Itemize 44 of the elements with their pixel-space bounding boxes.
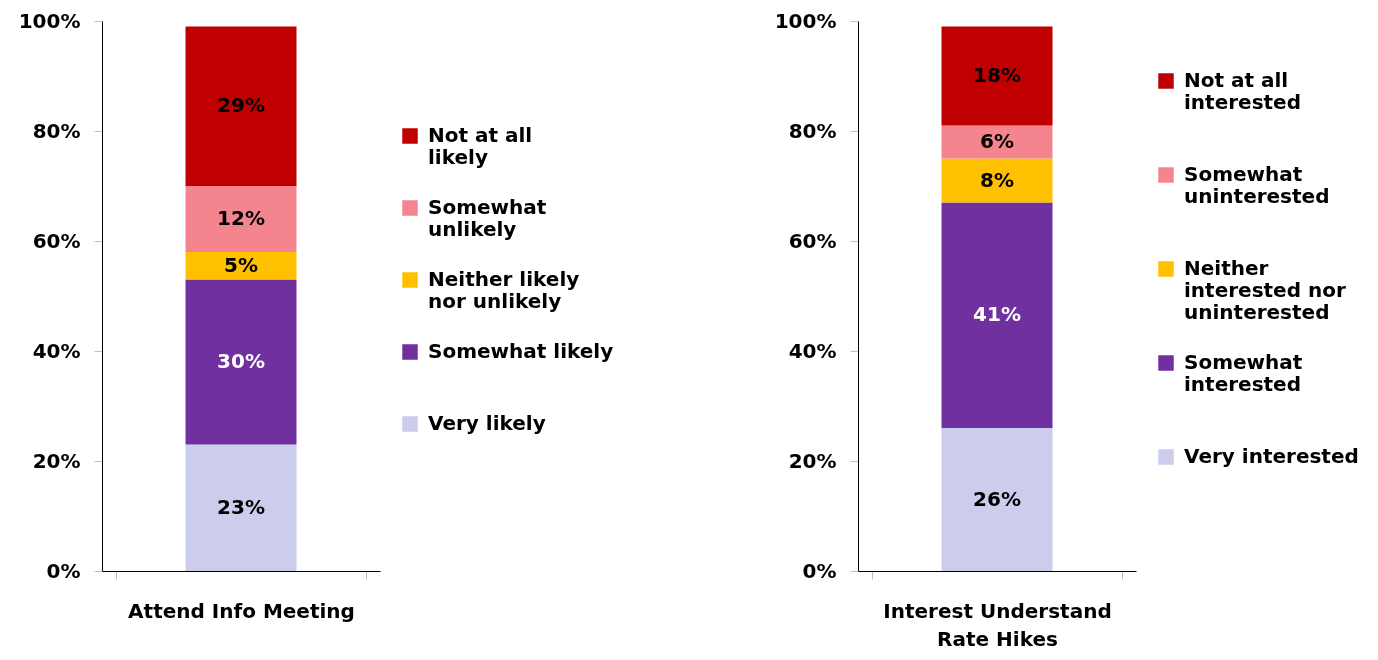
- bar: [941, 428, 1053, 571]
- legend-label: Not at all likely: [428, 123, 533, 169]
- legend-label: Neither interested nor uninterested: [1184, 256, 1346, 324]
- y-tick-label: 80%: [32, 118, 81, 143]
- bar: [185, 252, 297, 280]
- bar: [941, 26, 1053, 126]
- bar: [185, 444, 297, 571]
- y-tick-label: 20%: [788, 448, 837, 473]
- data-label: 29%: [217, 93, 265, 118]
- legend-label: Very likely: [428, 411, 546, 435]
- x-tick-label: Attend Info Meeting: [128, 598, 355, 623]
- legend-label: Somewhat likely: [428, 339, 614, 363]
- y-tick-label: 80%: [788, 118, 837, 143]
- bar: [185, 279, 297, 445]
- data-label: 41%: [973, 302, 1021, 327]
- legend-label: Very interested: [1184, 444, 1359, 468]
- bar: [941, 202, 1053, 428]
- y-tick-label: 0%: [46, 558, 81, 583]
- data-label: 6%: [980, 129, 1014, 153]
- bar: [941, 125, 1053, 159]
- bar: [185, 26, 297, 186]
- bar: [185, 186, 297, 252]
- bar: [941, 158, 1053, 203]
- y-tick-label: 60%: [788, 228, 837, 253]
- legend-label: Somewhat uninterested: [1184, 162, 1330, 208]
- data-label: 23%: [217, 494, 265, 519]
- data-label: 30%: [217, 349, 265, 373]
- data-label: 8%: [980, 167, 1014, 192]
- y-tick-label: 100%: [774, 8, 837, 33]
- data-label: 26%: [973, 486, 1021, 511]
- y-tick-label: 20%: [32, 448, 81, 473]
- legend-label: Somewhat interested: [1184, 350, 1303, 396]
- data-label: 12%: [217, 206, 265, 230]
- x-tick-label: Interest Understand Rate Hikes: [883, 598, 1112, 651]
- y-tick-label: 60%: [32, 228, 81, 253]
- y-tick-label: 0%: [802, 558, 837, 583]
- data-label: 18%: [973, 63, 1021, 87]
- y-tick-label: 100%: [18, 8, 81, 33]
- legend-label: Not at all interested: [1184, 68, 1301, 114]
- y-tick-label: 40%: [788, 338, 837, 363]
- y-tick-label: 40%: [32, 338, 81, 363]
- data-label: 5%: [224, 252, 258, 277]
- legend-label: Somewhat unlikely: [428, 195, 547, 241]
- legend-label: Neither likely nor unlikely: [428, 267, 580, 313]
